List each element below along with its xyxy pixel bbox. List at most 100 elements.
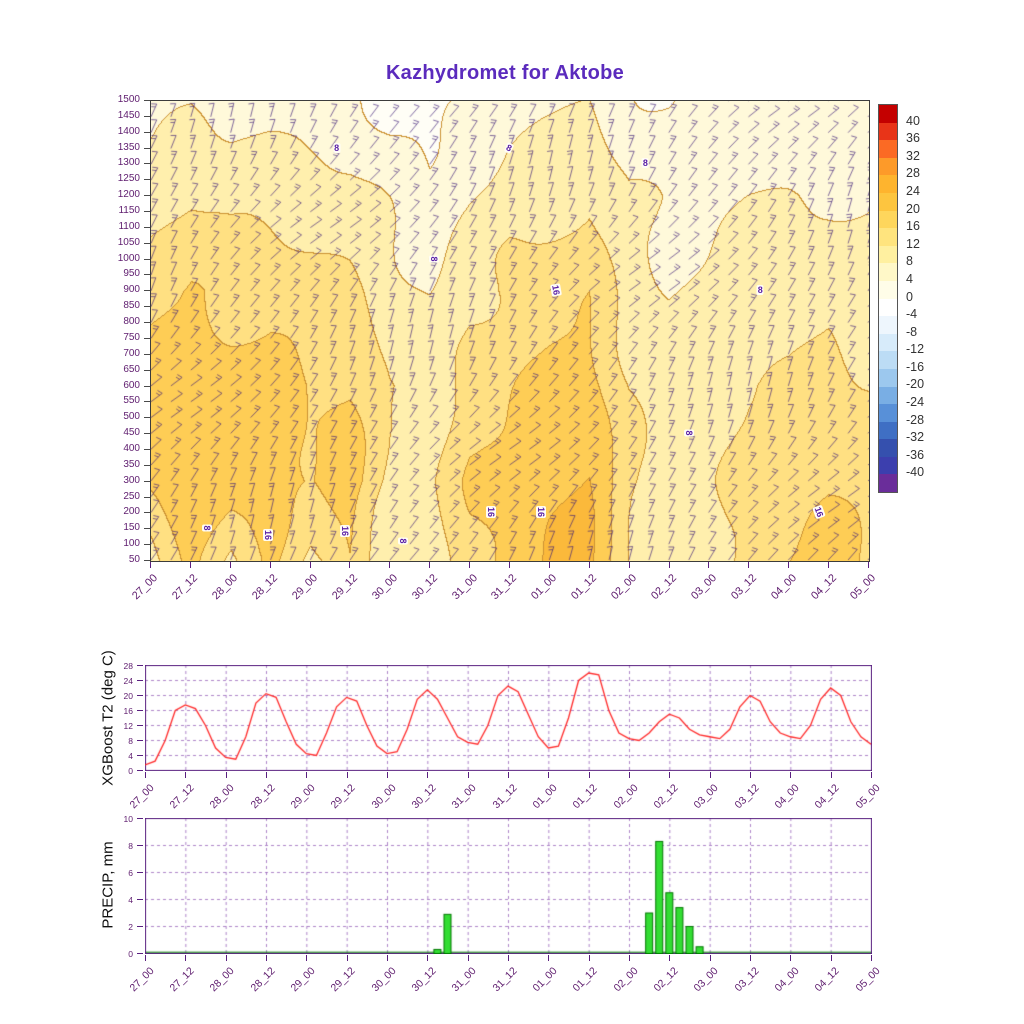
colorbar-tick-label: 12	[906, 236, 920, 251]
colorbar-tick-label: -16	[906, 359, 925, 374]
height-tick-label: 250	[123, 490, 140, 502]
time-tick-mark	[266, 955, 267, 961]
height-tick-label: 550	[123, 395, 140, 407]
time-tick-mark	[429, 562, 431, 568]
time-tick-mark	[709, 955, 711, 961]
precip-bar-canvas	[145, 818, 872, 954]
time-tick-mark	[669, 955, 671, 961]
colorbar-segment	[879, 263, 897, 281]
height-tick-label: 100	[123, 538, 140, 550]
time-tick-mark	[467, 772, 469, 778]
time-tick-mark	[750, 955, 751, 961]
time-tick-label: 28_00	[208, 782, 238, 812]
time-tick-mark	[349, 562, 351, 568]
time-tick-label: 31_00	[449, 572, 480, 603]
time-tick-mark	[306, 955, 308, 961]
time-tick-label: 29_12	[329, 782, 359, 812]
height-tick-label: 950	[123, 268, 140, 280]
time-tick-mark	[145, 955, 146, 961]
height-tick-label: 850	[123, 300, 140, 312]
time-tick-mark	[629, 772, 630, 778]
colorbar-tick-label: 28	[906, 166, 920, 181]
colorbar-segment	[879, 351, 897, 369]
value-tick-label: 12	[123, 721, 133, 731]
value-tick-mark	[137, 953, 143, 954]
height-tick-label: 1300	[117, 157, 140, 169]
height-tick-label: 450	[123, 427, 140, 439]
colorbar-segment	[879, 157, 897, 176]
time-tick-label: 29_12	[329, 965, 359, 995]
time-tick-mark	[790, 955, 792, 961]
value-tick-mark	[137, 665, 143, 666]
time-tick-label: 01_00	[530, 782, 560, 812]
colorbar-segment	[879, 316, 897, 334]
time-tick-label: 01_12	[569, 572, 600, 603]
colorbar-segment	[879, 386, 897, 405]
colorbar-tick-label: 4	[906, 271, 913, 286]
time-tick-label: 27_00	[127, 782, 157, 812]
colorbar-segment	[879, 421, 897, 440]
colorbar-segment	[879, 474, 897, 493]
height-tick-label: 600	[123, 379, 140, 391]
height-tick-label: 700	[123, 347, 140, 359]
time-tick-label: 02_00	[611, 965, 641, 995]
time-tick-mark	[871, 772, 872, 778]
time-tick-label: 05_00	[853, 965, 883, 995]
colorbar-tick-label: -8	[906, 324, 918, 339]
time-tick-mark	[225, 772, 227, 778]
height-tick-label: 1050	[117, 236, 140, 248]
height-tick-label: 1000	[117, 252, 140, 264]
t2-line-canvas	[145, 665, 872, 771]
time-tick-label: 29_00	[289, 572, 321, 603]
page-title: Kazhydromet for Aktobe	[385, 62, 625, 84]
value-tick-mark	[137, 755, 143, 756]
time-tick-label: 27_00	[130, 572, 161, 603]
value-tick-label: 0	[128, 766, 133, 776]
time-tick-mark	[788, 562, 790, 568]
colorbar-tick-label: -32	[906, 430, 925, 445]
time-tick-mark	[871, 955, 872, 961]
time-tick-label: 27_00	[127, 965, 157, 995]
time-tick-mark	[509, 562, 510, 568]
time-tick-mark	[708, 562, 710, 568]
colorbar-segment	[879, 439, 897, 457]
time-tick-mark	[508, 955, 509, 961]
colorbar-tick-label: -36	[906, 447, 925, 462]
colorbar-segment	[879, 404, 897, 422]
value-tick-label: 8	[128, 841, 133, 851]
value-tick-label: 2	[128, 922, 133, 932]
time-tick-mark	[830, 772, 832, 778]
height-tick-label: 1450	[117, 109, 140, 121]
time-tick-label: 29_00	[288, 782, 318, 812]
colorbar-tick-label: -24	[906, 395, 925, 410]
time-tick-label: 03_12	[732, 965, 762, 995]
time-tick-mark	[306, 772, 308, 778]
time-tick-label: 01_00	[530, 965, 560, 995]
value-tick-label: 8	[128, 736, 133, 746]
time-tick-mark	[588, 772, 590, 778]
value-tick-label: 6	[128, 868, 133, 878]
time-tick-label: 04_12	[808, 572, 839, 603]
time-tick-mark	[588, 955, 590, 961]
time-tick-mark	[189, 562, 191, 568]
time-tick-mark	[868, 562, 869, 568]
time-tick-label: 05_00	[848, 572, 879, 603]
time-tick-label: 02_12	[651, 965, 681, 995]
time-tick-label: 31_00	[450, 782, 480, 812]
time-tick-label: 28_00	[208, 965, 238, 995]
colorbar-segment	[879, 122, 897, 141]
time-tick-mark	[709, 772, 711, 778]
value-tick-label: 0	[128, 949, 133, 959]
time-tick-label: 28_12	[250, 572, 281, 603]
value-tick-mark	[137, 695, 143, 696]
time-tick-mark	[828, 562, 830, 568]
height-tick-label: 50	[128, 554, 140, 565]
colorbar-segment	[879, 210, 897, 229]
time-tick-label: 27_12	[167, 965, 197, 995]
value-tick-mark	[137, 818, 143, 819]
precip-axis-title: PRECIP, mm	[99, 841, 117, 929]
time-tick-mark	[185, 772, 187, 778]
value-tick-mark	[137, 710, 143, 711]
time-axis-top: 27_00 27_12 28_00 28_12 29_00 29_12 30_00 30_12…	[130, 562, 878, 624]
